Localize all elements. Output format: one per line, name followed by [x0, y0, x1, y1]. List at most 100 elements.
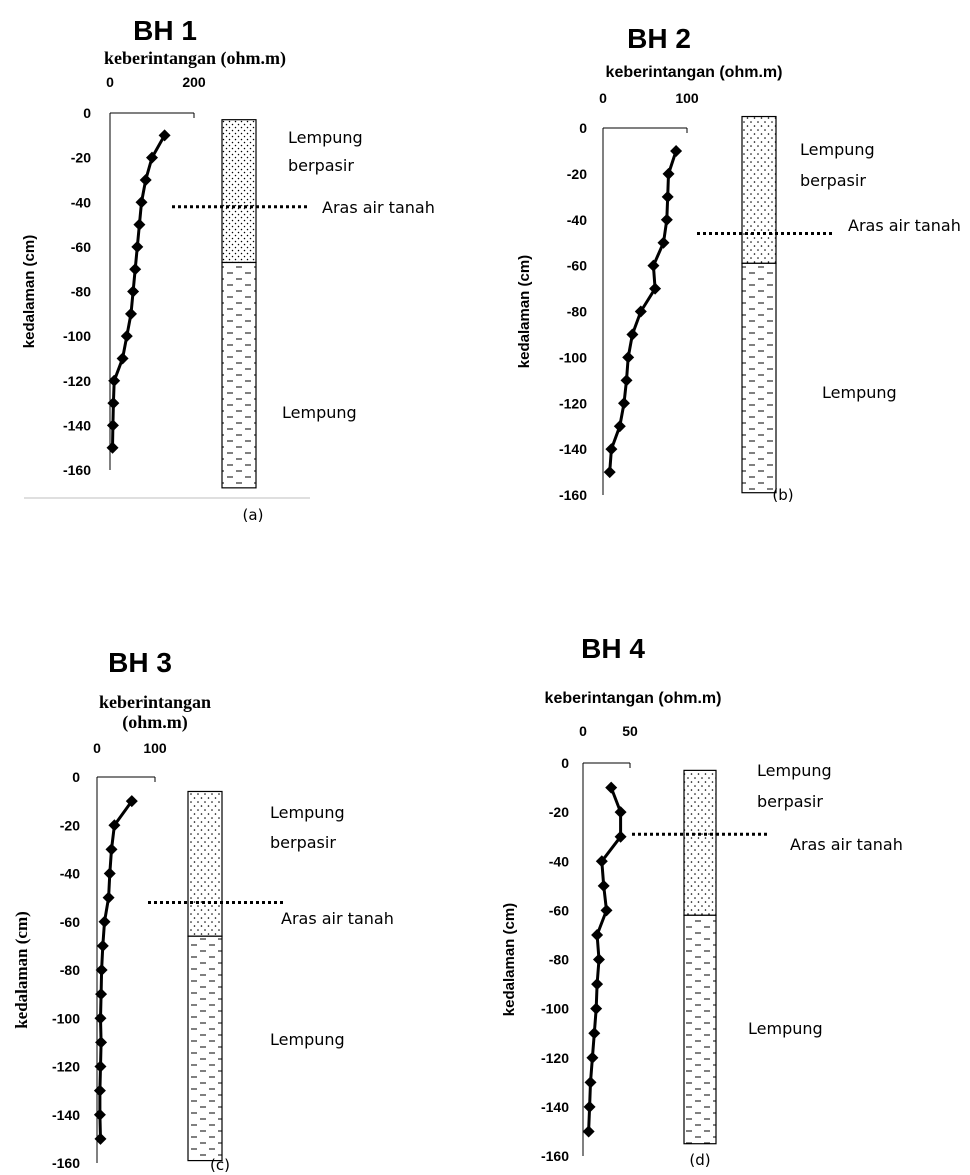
data-point — [95, 964, 108, 976]
soil-layer-clay — [741, 262, 777, 494]
y-tick-label: 0 — [561, 755, 569, 771]
data-point — [626, 328, 639, 341]
y-tick-label: -120 — [541, 1050, 569, 1066]
data-point — [108, 819, 121, 832]
data-point — [131, 240, 144, 253]
data-point — [93, 1084, 106, 1097]
data-point — [618, 397, 630, 410]
data-point — [591, 928, 604, 941]
x-tick-label: 100 — [675, 90, 699, 106]
y-tick-label: -80 — [60, 962, 80, 978]
y-tick-label: -20 — [549, 804, 569, 820]
y-tick-label: -120 — [63, 373, 91, 389]
data-point — [583, 1100, 596, 1113]
chart-title: BH 3 — [108, 647, 172, 678]
soil-layer-clay — [187, 935, 223, 1162]
y-tick-label: -140 — [52, 1107, 80, 1123]
data-point — [107, 397, 120, 410]
data-point — [670, 144, 683, 157]
data-point — [662, 167, 675, 180]
data-point — [94, 1132, 107, 1145]
chart-title: BH 2 — [627, 23, 691, 54]
data-point — [105, 843, 118, 856]
soil-layer-sand — [741, 115, 777, 264]
y-tick-label: -20 — [71, 150, 91, 166]
y-tick-label: -140 — [541, 1099, 569, 1115]
data-point — [597, 879, 610, 892]
y-tick-label: -140 — [559, 441, 587, 457]
data-point — [614, 830, 627, 843]
y-tick-label: -20 — [567, 166, 587, 182]
soil-layer-label: berpasir — [270, 833, 336, 852]
y-tick-label: -60 — [549, 902, 569, 918]
y-tick-label: -120 — [52, 1059, 80, 1075]
soil-layer-clay — [221, 261, 257, 489]
x-axis-label: keberintangan (ohm.m) — [606, 64, 783, 81]
chart-title: BH 4 — [581, 633, 645, 664]
x-axis-label: keberintangan — [99, 692, 211, 712]
water-table-label: Aras air tanah — [848, 216, 961, 235]
data-point — [94, 1060, 107, 1073]
y-tick-label: -100 — [63, 328, 91, 344]
y-tick-label: 0 — [72, 769, 80, 785]
x-tick-label: 50 — [622, 723, 638, 739]
data-point — [603, 466, 616, 479]
data-point — [586, 1051, 599, 1064]
data-point — [661, 190, 674, 203]
data-point — [660, 213, 673, 226]
panel-label: (a) — [243, 506, 264, 524]
data-point — [96, 939, 109, 952]
y-axis-label: kedalaman (cm) — [21, 235, 38, 348]
y-tick-label: -140 — [63, 417, 91, 433]
data-point — [129, 263, 142, 276]
y-tick-label: -60 — [567, 258, 587, 274]
soil-layer-label: Lempung — [748, 1019, 823, 1038]
x-tick-label: 0 — [106, 74, 114, 90]
data-point — [605, 443, 618, 456]
data-point — [127, 285, 140, 298]
soil-layer-label: Lempung — [757, 761, 832, 780]
data-point — [125, 795, 138, 808]
soil-layer-label: Lempung — [800, 140, 875, 159]
data-point — [634, 305, 647, 318]
soil-layer-sand — [683, 769, 717, 916]
data-point — [95, 1036, 108, 1049]
soil-layer-label: Lempung — [270, 1030, 345, 1049]
data-point — [125, 307, 137, 320]
y-tick-label: -80 — [549, 952, 569, 968]
data-point — [595, 855, 608, 868]
data-point — [582, 1125, 595, 1138]
soil-layer-sand — [221, 119, 257, 264]
soil-layer-label: Lempung — [282, 403, 357, 422]
y-axis-label: kedalaman (cm) — [501, 903, 518, 1016]
y-tick-label: -80 — [71, 284, 91, 300]
data-point — [95, 988, 108, 1001]
data-point — [133, 218, 146, 231]
y-tick-label: 0 — [579, 120, 587, 136]
data-point — [657, 236, 670, 249]
soil-layer-label: berpasir — [800, 171, 866, 190]
x-axis-label: keberintangan (ohm.m) — [104, 48, 286, 69]
y-tick-label: -120 — [559, 395, 587, 411]
y-tick-label: -100 — [52, 1010, 80, 1026]
water-table-label: Aras air tanah — [281, 909, 394, 928]
y-tick-label: -40 — [549, 853, 569, 869]
panel-label: (c) — [210, 1156, 230, 1174]
soil-layer-label: Lempung — [822, 383, 897, 402]
y-axis-label: kedalaman (cm) — [12, 911, 31, 1029]
x-tick-label: 0 — [93, 740, 101, 756]
data-point — [647, 259, 660, 272]
data-point — [106, 441, 119, 454]
panel-label: (d) — [689, 1151, 710, 1169]
data-point — [649, 282, 662, 295]
data-point — [106, 419, 119, 432]
panel-label: (b) — [772, 486, 793, 504]
data-point — [591, 978, 604, 991]
data-point — [613, 420, 626, 433]
data-point — [158, 129, 171, 142]
water-table-label: Aras air tanah — [790, 835, 903, 854]
data-point — [135, 196, 148, 209]
y-tick-label: -40 — [567, 212, 587, 228]
